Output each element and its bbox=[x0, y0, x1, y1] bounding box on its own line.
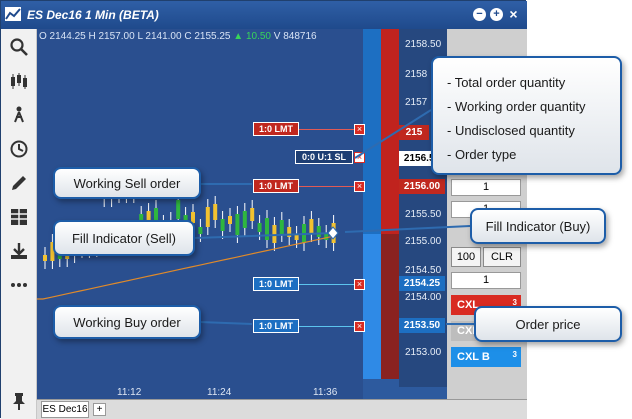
price-axis: 2158.50 2158 2157 215 2156.50 2156.00 21… bbox=[399, 29, 447, 387]
time-label: 11:36 bbox=[313, 387, 338, 398]
callout-fill-buy: Fill Indicator (Buy) bbox=[470, 208, 606, 244]
order-field-item: - Working order quantity bbox=[447, 99, 586, 114]
candle bbox=[50, 234, 55, 269]
order-field-item: - Order type bbox=[447, 147, 517, 162]
low-value: L 2141.00 bbox=[137, 31, 182, 42]
candle bbox=[205, 199, 210, 235]
candle bbox=[316, 218, 321, 245]
order-fields-list: - Total order quantity - Working order q… bbox=[447, 71, 586, 167]
app-logo-icon bbox=[5, 7, 21, 21]
grid-icon[interactable] bbox=[9, 207, 29, 227]
quantity-field[interactable]: 1 bbox=[451, 272, 521, 289]
quantity-field[interactable]: 1 bbox=[451, 179, 521, 196]
change-value: ▲ 10.50 bbox=[233, 31, 271, 42]
candle bbox=[250, 200, 255, 229]
working-sell-order[interactable]: 1:0 LMT bbox=[253, 179, 299, 193]
candlestick-icon[interactable] bbox=[9, 71, 29, 91]
bid-depth-column bbox=[363, 29, 381, 379]
candle bbox=[228, 208, 232, 232]
callout-order-price: Order price bbox=[474, 306, 622, 342]
clear-button[interactable]: CLR bbox=[483, 247, 521, 267]
price-label: 2158 bbox=[405, 69, 428, 80]
bottom-bar: ES Dec16 + bbox=[37, 399, 527, 419]
moving-average-line bbox=[37, 236, 332, 300]
minimize-button[interactable]: − bbox=[473, 8, 486, 21]
candle bbox=[265, 210, 269, 248]
callout-working-sell: Working Sell order bbox=[53, 167, 201, 199]
price-label: 2157 bbox=[405, 97, 428, 108]
qty-100-button[interactable]: 100 bbox=[451, 247, 481, 267]
cancel-order-icon[interactable]: × bbox=[354, 279, 365, 290]
sell-order-line bbox=[299, 129, 357, 130]
sell-order-line bbox=[299, 186, 357, 187]
candle bbox=[272, 217, 277, 251]
cancel-order-icon[interactable]: × bbox=[354, 124, 365, 135]
candle bbox=[242, 203, 247, 236]
search-icon[interactable] bbox=[9, 37, 29, 57]
more-icon[interactable] bbox=[9, 275, 29, 295]
price-label-buy-2: 2153.50 bbox=[399, 318, 445, 333]
price-label: 2154.50 bbox=[405, 265, 442, 276]
order-field-item: - Undisclosed quantity bbox=[447, 123, 575, 138]
open-value: O 2144.25 bbox=[39, 31, 86, 42]
price-label: 2155.50 bbox=[405, 209, 442, 220]
study-icon[interactable] bbox=[9, 105, 29, 125]
clock-icon[interactable] bbox=[9, 139, 29, 159]
pin-icon[interactable] bbox=[9, 391, 29, 411]
price-label: 2153.00 bbox=[405, 347, 442, 358]
candle bbox=[287, 219, 292, 245]
price-label-red-partial: 215 bbox=[399, 125, 429, 140]
maximize-button[interactable]: + bbox=[490, 8, 503, 21]
window-title: ES Dec16 1 Min (BETA) bbox=[27, 8, 159, 22]
pencil-icon[interactable] bbox=[9, 173, 29, 193]
cancel-order-icon[interactable]: × bbox=[354, 321, 365, 332]
time-label: 11:24 bbox=[207, 387, 232, 398]
download-icon[interactable] bbox=[9, 241, 29, 261]
candle bbox=[324, 225, 329, 248]
candle bbox=[213, 196, 218, 228]
callout-working-buy: Working Buy order bbox=[53, 305, 201, 339]
time-axis: 11:12 11:24 11:36 bbox=[37, 387, 363, 399]
working-sell-order[interactable]: 1:0 LMT bbox=[253, 122, 299, 136]
close-button[interactable]: × bbox=[509, 6, 518, 22]
candle bbox=[279, 212, 284, 242]
time-label: 11:12 bbox=[117, 387, 142, 398]
high-value: H 2157.00 bbox=[88, 31, 135, 42]
buy-order-line bbox=[299, 284, 357, 285]
title-bar[interactable]: ES Dec16 1 Min (BETA) − + × bbox=[1, 1, 527, 29]
candle bbox=[43, 247, 47, 269]
callout-order-fields: - Total order quantity - Working order q… bbox=[431, 56, 622, 175]
callout-fill-sell: Fill Indicator (Sell) bbox=[53, 220, 195, 256]
price-label: 2155.00 bbox=[405, 236, 442, 247]
add-tab-button[interactable]: + bbox=[93, 403, 106, 416]
volume-value: V 848716 bbox=[273, 31, 317, 42]
buy-order-line bbox=[299, 326, 357, 327]
stop-order[interactable]: 0:0 U:1 SL bbox=[295, 150, 353, 164]
order-field-item: - Total order quantity bbox=[447, 75, 566, 90]
price-label: 2154.00 bbox=[405, 292, 442, 303]
left-toolbar bbox=[1, 29, 37, 419]
ask-depth-column bbox=[381, 29, 399, 379]
candle bbox=[220, 211, 225, 239]
ohlc-readout: O 2144.25 H 2157.00 L 2141.00 C 2155.25 … bbox=[39, 31, 317, 42]
price-label-sell: 2156.00 bbox=[399, 179, 445, 194]
candle bbox=[309, 211, 314, 242]
price-label: 2158.50 bbox=[405, 39, 442, 50]
cancel-order-icon[interactable]: × bbox=[354, 181, 365, 192]
price-label-buy-1: 2154.25 bbox=[399, 276, 445, 291]
working-buy-order[interactable]: 1:0 LMT bbox=[253, 319, 299, 333]
working-buy-order[interactable]: 1:0 LMT bbox=[253, 277, 299, 291]
close-value: C 2155.25 bbox=[184, 31, 231, 42]
cancel-order-icon[interactable]: × bbox=[354, 152, 365, 163]
